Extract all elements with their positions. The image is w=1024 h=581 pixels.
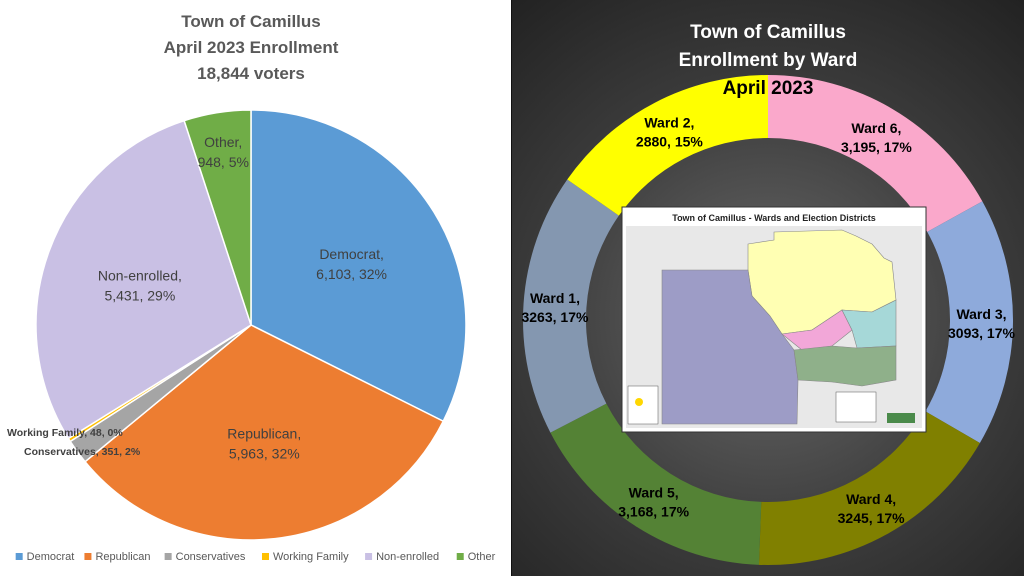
- legend-entry-working-family: Working Family: [273, 551, 349, 563]
- chart-total-label: 18,844 voters: [197, 64, 305, 83]
- donut-slices: [523, 75, 1013, 566]
- legend-entry-republican: Republican: [95, 551, 150, 563]
- data-label-republican: Republican, 5,963, 32%: [227, 426, 301, 462]
- enrollment-pie-chart: Town of Camillus April 2023 Enrollment 1…: [7, 12, 496, 563]
- ward-donut-chart: Town of Camillus Enrollment by Ward Apri…: [521, 22, 1016, 566]
- donut-slice-ward-1: [523, 179, 619, 433]
- legend-swatch-democrat: [15, 553, 23, 560]
- legend-entry-democrat: Democrat: [27, 551, 75, 563]
- donut-slice-ward-4: [758, 411, 980, 566]
- legend-entry-other: Other: [468, 551, 496, 563]
- legend-swatch-non-enrolled: [365, 553, 373, 560]
- enrollment-pie-panel: Town of Camillus April 2023 Enrollment 1…: [0, 0, 512, 576]
- data-label-democrat: Democrat, 6,103, 32%: [316, 246, 387, 282]
- pie-data-labels: Democrat, 6,103, 32% Republican, 5,963, 32%…: [7, 134, 387, 462]
- ward-donut-panel: Town of Camillus Enrollment by Ward Apri…: [512, 0, 1024, 576]
- pie-slice-democrat: [250, 109, 467, 423]
- data-label-ward-4: Ward 4, 3245, 17%: [838, 491, 905, 526]
- legend-swatch-conservatives: [164, 553, 172, 560]
- legend-swatch-other: [456, 553, 464, 560]
- donut-data-labels: Ward 6, 3,195, 17% Ward 3, 3093, 17% Ward 4,…: [521, 115, 1015, 526]
- pie-slices: [35, 109, 467, 541]
- data-label-ward-6: Ward 6, 3,195, 17%: [841, 120, 912, 155]
- data-label-other: Other, 948, 5%: [198, 134, 249, 170]
- legend-entry-conservatives: Conservatives: [176, 551, 246, 563]
- chart-subtitle: April 2023 Enrollment: [164, 38, 339, 57]
- legend-entry-non-enrolled: Non-enrolled: [376, 551, 439, 563]
- ward-chart-subtitle: Enrollment by Ward: [679, 50, 858, 71]
- ward-chart-title: Town of Camillus: [690, 22, 846, 43]
- donut-slice-ward-2: [567, 75, 768, 216]
- data-label-non-enrolled: Non-enrolled, 5,431, 29%: [98, 268, 182, 304]
- pie-slice-other: [183, 109, 252, 326]
- map-title: Town of Camillus - Wards and Election Di…: [672, 213, 876, 223]
- legend-swatch-working-family: [262, 553, 269, 560]
- data-label-ward-1: Ward 1, 3263, 17%: [521, 290, 588, 325]
- chart-title: Town of Camillus: [181, 12, 320, 31]
- data-label-conservatives: Conservatives, 351, 2%: [24, 446, 141, 458]
- ward-chart-date: April 2023: [723, 78, 814, 99]
- pie-slice-non-enrolled: [35, 119, 252, 440]
- pie-slice-republican: [84, 324, 445, 541]
- data-label-ward-3: Ward 3, 3093, 17%: [948, 306, 1015, 341]
- donut-slice-ward-3: [925, 201, 1013, 443]
- donut-slice-ward-5: [550, 403, 762, 565]
- ward-map-image: Town of Camillus - Wards and Election Di…: [621, 206, 927, 433]
- data-label-ward-5: Ward 5, 3,168, 17%: [618, 484, 689, 519]
- donut-slice-ward-6: [768, 75, 983, 232]
- chart-legend: Democrat Republican Conservatives Working F…: [15, 551, 496, 563]
- data-label-ward-2: Ward 2, 2880, 15%: [636, 115, 703, 150]
- data-label-working-family: Working Family, 48, 0%: [7, 427, 123, 439]
- legend-swatch-republican: [84, 553, 92, 560]
